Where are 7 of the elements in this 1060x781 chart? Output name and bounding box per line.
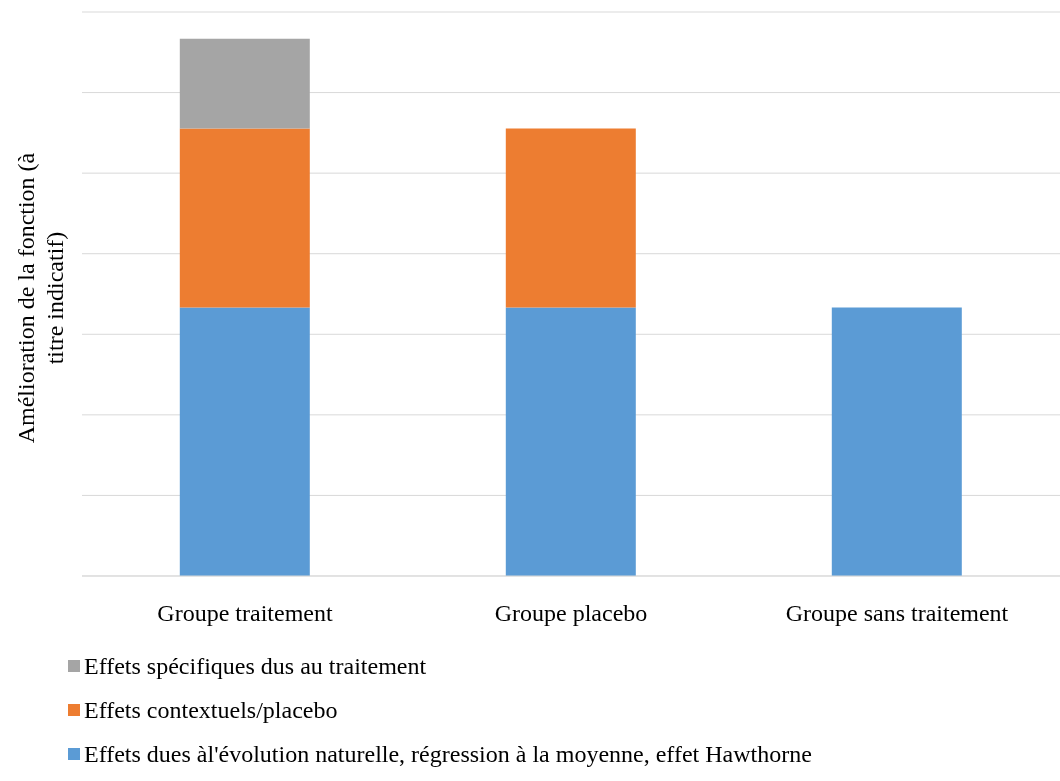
y-axis-title: Amélioration de la fonction (à titre indicatif) <box>12 151 69 446</box>
x-tick-label: Groupe placebo <box>494 600 648 627</box>
x-tick-label: Groupe sans traitement <box>785 600 1009 627</box>
legend-label: Effets contextuels/placebo <box>84 696 338 724</box>
x-tick-label: Groupe traitement <box>157 600 333 627</box>
legend-label: Effets dues àl'évolution naturelle, régression à la moyenne, effet Hawthorne <box>84 740 812 768</box>
legend-label: Effets spécifiques dus au traitement <box>84 652 427 680</box>
